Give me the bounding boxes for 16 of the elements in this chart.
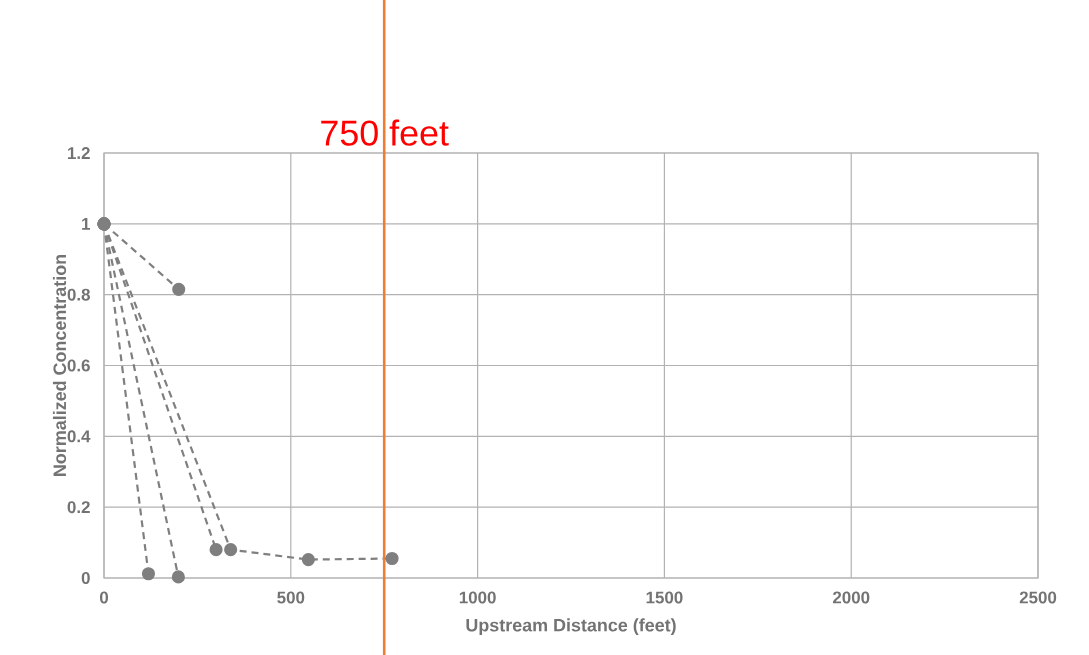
x-tick-label: 0 (99, 591, 109, 604)
y-tick-label: 1 (82, 217, 91, 230)
x-axis-title: Upstream Distance (feet) (466, 618, 676, 636)
ref-line-label: 750 feet (321, 119, 449, 146)
x-tick-label: 2500 (1019, 591, 1057, 604)
x-tick-label: 1500 (646, 591, 683, 604)
x-tick-label: 2000 (832, 591, 870, 604)
y-axis-title: Normalized Concentration (52, 255, 67, 476)
y-tick-label: 1.2 (68, 147, 90, 159)
y-tick-label: 0.6 (67, 359, 90, 372)
y-tick-label: 0 (81, 571, 90, 584)
x-tick-label: 1000 (459, 591, 496, 604)
y-tick-label: 0.8 (67, 288, 90, 301)
y-tick-label: 0.4 (67, 430, 91, 443)
y-tick-label: 0.2 (67, 501, 90, 514)
x-tick-label: 500 (277, 591, 305, 604)
